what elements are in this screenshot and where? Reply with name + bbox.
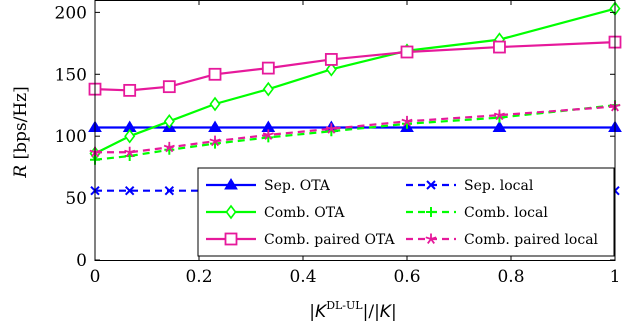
x-tick-label: 0 [90, 267, 101, 287]
y-tick-label: 200 [55, 3, 87, 23]
legend-label: Comb. paired local [464, 232, 599, 248]
x-label-part-0: | [309, 302, 315, 322]
y-tick-label: 150 [55, 65, 87, 85]
x-tick-label: 0.2 [185, 267, 212, 287]
data-point [324, 53, 338, 66]
data-point [164, 185, 175, 196]
y-label-symbol: R [11, 165, 31, 179]
x-label-k-1: K [315, 302, 328, 322]
data-point [492, 120, 507, 133]
x-label-part-5: | [391, 302, 397, 322]
plot-frame [94, 0, 616, 261]
legend-item: Sep. local [406, 178, 534, 194]
data-point [261, 61, 275, 75]
ticks-layer: 0 0.2 0.4 0.6 0.8 1 0 50 100 150 200 [55, 0, 621, 287]
y-tick-label: 50 [65, 189, 87, 209]
data-point [208, 67, 222, 81]
legend-marker [426, 180, 436, 190]
legend-label: Comb. paired OTA [264, 232, 396, 248]
legend-item: Comb. local [406, 205, 548, 221]
y-label-unit: [bps/Hz] [11, 86, 31, 165]
legend-item: Comb. OTA [206, 204, 345, 221]
legend: Sep. OTA Comb. OTA Comb. paired OTA Sep. lo… [197, 167, 615, 257]
data-point [400, 45, 414, 59]
series-2 [88, 35, 622, 97]
data-point [208, 120, 222, 133]
data-point [325, 123, 337, 134]
data-point [163, 141, 175, 153]
x-axis-label: |KDL-UL|/|K| [309, 299, 396, 322]
data-point [163, 114, 175, 129]
y-tick-label: 0 [76, 251, 87, 271]
legend-item: Comb. paired local [406, 232, 599, 248]
legend-item: Comb. paired OTA [206, 232, 396, 248]
y-tick-label: 100 [55, 127, 87, 147]
data-point [493, 40, 506, 54]
legend-marker [224, 232, 238, 246]
x-tick-label: 1 [610, 267, 621, 287]
y-axis-label: R [bps/Hz] [11, 86, 31, 178]
data-point [162, 80, 176, 94]
series-layer [88, 1, 622, 196]
series-line [94, 104, 616, 161]
legend-marker [225, 204, 237, 220]
legend-item: Sep. OTA [206, 178, 331, 194]
data-point [124, 128, 136, 144]
legend-label: Comb. local [464, 205, 548, 221]
data-point [262, 129, 274, 140]
data-point [124, 146, 136, 158]
legend-label: Sep. OTA [264, 178, 331, 194]
legend-marker [426, 207, 436, 217]
data-point [209, 96, 221, 112]
legend-marker [224, 178, 238, 190]
x-label-k-2: K [380, 302, 393, 322]
data-point [123, 83, 137, 97]
x-label-superscript: DL-UL [326, 299, 363, 312]
x-tick-label: 0.8 [497, 267, 524, 287]
legend-marker [425, 233, 437, 244]
series-5 [89, 100, 621, 158]
data-point [124, 185, 135, 196]
x-tick-label: 0.6 [393, 267, 420, 287]
data-point [325, 61, 337, 77]
legend-label: Comb. OTA [264, 205, 345, 221]
data-point [493, 109, 505, 121]
data-point [262, 81, 274, 97]
legend-label: Sep. local [464, 178, 534, 194]
data-point [209, 135, 221, 147]
data-point [401, 115, 413, 127]
x-tick-label: 0.4 [289, 267, 316, 287]
x-label-part-3: |/| [363, 302, 380, 322]
series-4 [90, 100, 620, 165]
